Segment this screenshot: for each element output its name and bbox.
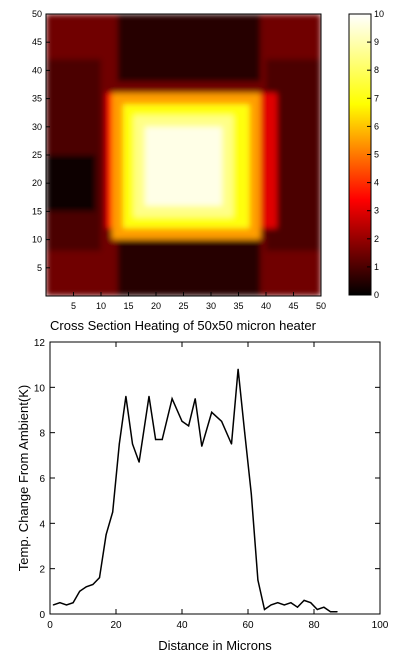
data-point [118,443,120,445]
data-point [250,493,252,495]
x-tick-label-25: 25 [178,301,188,311]
data-point [194,398,196,400]
x-tick-label-100: 100 [372,620,389,631]
x-tick-label-40: 40 [261,301,271,311]
data-point [131,443,134,445]
colorbar-tick-label-6: 6 [374,121,379,131]
data-point [244,432,246,434]
x-tick-label-20: 20 [151,301,161,311]
y-tick-label-40: 40 [32,65,42,75]
data-point [263,608,266,611]
data-point [188,425,190,427]
x-tick-label-40: 40 [176,620,188,631]
data-point [323,606,325,608]
data-point [138,461,140,463]
y-tick-label-12: 12 [34,338,46,349]
colorbar-tick-label-9: 9 [374,37,379,47]
y-tick-label-6: 6 [39,474,45,485]
y-tick-label-2: 2 [39,565,45,576]
colorbar-tick-label-1: 1 [374,262,379,272]
data-point [181,420,183,422]
line-plot-x-label: Distance in Microns [158,638,272,653]
x-tick-label-10: 10 [96,301,106,311]
data-point [230,443,233,445]
data-point [310,602,312,604]
x-tick-label-15: 15 [123,301,133,311]
colorbar-tick-label-2: 2 [374,234,379,244]
y-tick-label-0: 0 [39,610,45,621]
colorbar-tick-label-0: 0 [374,290,379,300]
data-point [283,604,285,606]
line-plot-frame [49,341,381,615]
colorbar-tick-label-5: 5 [374,150,379,160]
data-point [92,583,94,586]
data-point [125,395,127,397]
y-tick-label-25: 25 [32,150,42,160]
data-point [303,599,305,602]
x-tick-label-0: 0 [47,620,53,631]
colorbar-tick-label-8: 8 [374,65,379,75]
y-tick-label-15: 15 [32,206,42,216]
x-tick-label-50: 50 [316,301,326,311]
x-tick-label-45: 45 [288,301,298,311]
y-tick-label-10: 10 [34,383,46,394]
y-tick-label-35: 35 [32,94,42,104]
y-tick-label-10: 10 [32,235,42,245]
y-tick-label-20: 20 [32,178,42,188]
colorbar-tick-label-7: 7 [374,93,379,103]
colorbar-tick-label-3: 3 [374,206,379,216]
data-point [112,511,114,513]
data-point [257,579,259,581]
colorbar-tick-label-10: 10 [374,9,384,19]
heat-region-4 [117,14,261,82]
y-tick-label-8: 8 [39,429,45,440]
data-point [79,590,81,592]
data-point [105,534,107,536]
heat-region-3 [117,239,261,296]
data-point [270,604,272,606]
data-point [98,577,101,579]
data-point [221,420,223,422]
heatmap-x-label: Cross Section Heating of 50x50 micron he… [50,318,317,333]
x-tick-label-5: 5 [71,301,76,311]
data-point [52,604,54,606]
y-tick-label-4: 4 [39,519,45,530]
line-plot-y-label: Temp. Change From Ambient(K) [16,385,31,571]
y-tick-label-50: 50 [32,9,42,19]
data-point [277,602,279,604]
x-tick-label-20: 20 [110,620,122,631]
data-point [148,395,150,397]
x-tick-label-30: 30 [206,301,216,311]
y-tick-label-45: 45 [32,37,42,47]
data-point [59,602,61,604]
heat-region-5 [46,155,96,212]
data-point [296,606,299,608]
data-point [329,611,332,613]
data-point [85,586,87,588]
data-point [211,411,213,413]
data-point [65,604,68,606]
data-point [155,438,157,441]
data-point [161,438,163,441]
x-tick-label-35: 35 [233,301,243,311]
data-point [316,608,318,611]
colorbar-tick-label-4: 4 [374,178,379,188]
x-tick-label-80: 80 [308,620,320,631]
data-point [336,611,338,613]
y-tick-label-5: 5 [37,263,42,273]
y-tick-label-30: 30 [32,122,42,132]
heatmap-image [46,14,321,296]
data-point [290,602,292,604]
data-point [237,368,239,370]
data-point [171,398,173,400]
heat-region-11 [145,126,222,206]
x-tick-label-60: 60 [242,620,254,631]
data-point [72,602,74,604]
data-point [201,445,203,447]
